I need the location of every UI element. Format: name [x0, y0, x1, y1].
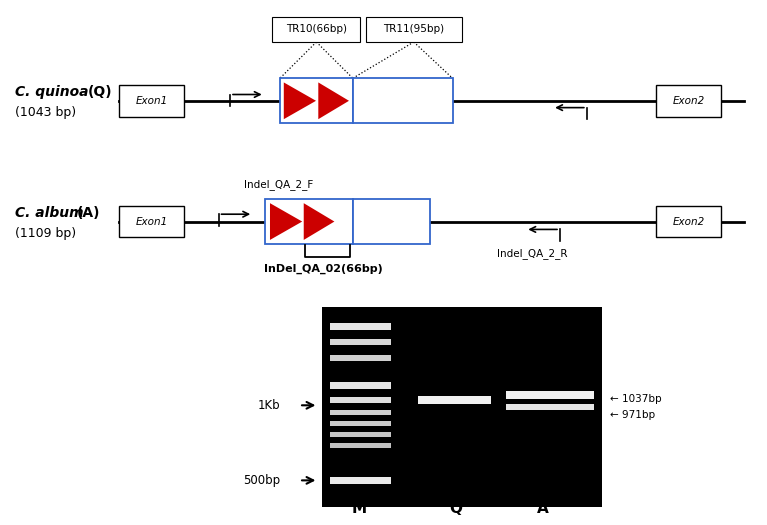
Bar — [272, 17, 360, 42]
Text: ← 1037bp: ← 1037bp — [610, 394, 661, 404]
Text: 500bp: 500bp — [243, 474, 280, 487]
Text: InDel_QA_02(66bp): InDel_QA_02(66bp) — [265, 264, 383, 274]
Bar — [330, 340, 391, 345]
Text: Indel_QA_2_R: Indel_QA_2_R — [497, 248, 568, 259]
Text: M: M — [351, 500, 367, 516]
Bar — [330, 477, 391, 484]
Bar — [656, 85, 721, 117]
Text: 1Kb: 1Kb — [258, 399, 280, 412]
Text: Exon1: Exon1 — [135, 216, 168, 227]
Bar — [330, 382, 391, 390]
Bar — [353, 199, 430, 244]
Text: (Q): (Q) — [88, 85, 113, 99]
Text: (1109 bp): (1109 bp) — [15, 227, 77, 240]
Bar — [322, 307, 602, 507]
Text: Exon1: Exon1 — [135, 96, 168, 106]
Bar — [330, 421, 391, 426]
Bar — [506, 391, 594, 399]
Bar — [330, 410, 391, 415]
Text: TR11(95bp): TR11(95bp) — [384, 24, 444, 35]
Bar — [353, 78, 453, 123]
Polygon shape — [318, 82, 349, 119]
Bar — [119, 206, 184, 237]
Bar — [506, 404, 594, 410]
Text: Exon2: Exon2 — [672, 96, 705, 106]
Text: A: A — [537, 500, 549, 516]
Bar — [330, 355, 391, 361]
Bar — [119, 85, 184, 117]
Polygon shape — [304, 203, 334, 240]
Polygon shape — [284, 82, 316, 119]
Text: ← 971bp: ← 971bp — [610, 410, 655, 420]
Bar — [656, 206, 721, 237]
Bar — [330, 432, 391, 437]
Bar — [280, 78, 353, 123]
Text: Exon2: Exon2 — [672, 216, 705, 227]
Text: (A): (A) — [77, 206, 100, 219]
Text: Q: Q — [449, 500, 462, 516]
Text: C. album: C. album — [15, 206, 84, 219]
Polygon shape — [270, 203, 302, 240]
Bar — [265, 199, 353, 244]
Text: (1043 bp): (1043 bp) — [15, 107, 77, 119]
Text: C. quinoa: C. quinoa — [15, 85, 89, 99]
Bar — [418, 396, 491, 404]
Bar — [330, 323, 391, 330]
Text: TR10(66bp): TR10(66bp) — [286, 24, 347, 35]
Bar — [330, 397, 391, 403]
Text: Indel_QA_2_F: Indel_QA_2_F — [244, 179, 313, 190]
Bar — [366, 17, 462, 42]
Bar — [330, 443, 391, 448]
